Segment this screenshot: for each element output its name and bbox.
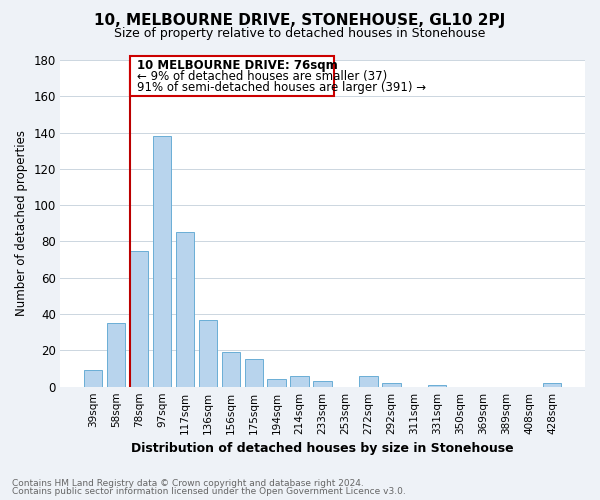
Bar — [428, 385, 446, 386]
Text: ← 9% of detached houses are smaller (37): ← 9% of detached houses are smaller (37) — [137, 70, 387, 83]
Bar — [290, 376, 309, 386]
X-axis label: Distribution of detached houses by size in Stonehouse: Distribution of detached houses by size … — [131, 442, 514, 455]
Text: 10 MELBOURNE DRIVE: 76sqm: 10 MELBOURNE DRIVE: 76sqm — [137, 59, 337, 72]
FancyBboxPatch shape — [130, 56, 334, 96]
Bar — [543, 383, 561, 386]
Bar — [382, 383, 401, 386]
Bar — [221, 352, 240, 386]
Bar — [130, 250, 148, 386]
Text: 10, MELBOURNE DRIVE, STONEHOUSE, GL10 2PJ: 10, MELBOURNE DRIVE, STONEHOUSE, GL10 2P… — [94, 12, 506, 28]
Bar — [359, 376, 377, 386]
Bar — [176, 232, 194, 386]
Text: Contains public sector information licensed under the Open Government Licence v3: Contains public sector information licen… — [12, 487, 406, 496]
Bar — [268, 380, 286, 386]
Text: 91% of semi-detached houses are larger (391) →: 91% of semi-detached houses are larger (… — [137, 81, 426, 94]
Bar — [313, 381, 332, 386]
Bar — [245, 360, 263, 386]
Bar — [84, 370, 103, 386]
Bar — [199, 320, 217, 386]
Text: Size of property relative to detached houses in Stonehouse: Size of property relative to detached ho… — [115, 28, 485, 40]
Bar — [153, 136, 171, 386]
Text: Contains HM Land Registry data © Crown copyright and database right 2024.: Contains HM Land Registry data © Crown c… — [12, 478, 364, 488]
Bar — [107, 323, 125, 386]
Y-axis label: Number of detached properties: Number of detached properties — [15, 130, 28, 316]
